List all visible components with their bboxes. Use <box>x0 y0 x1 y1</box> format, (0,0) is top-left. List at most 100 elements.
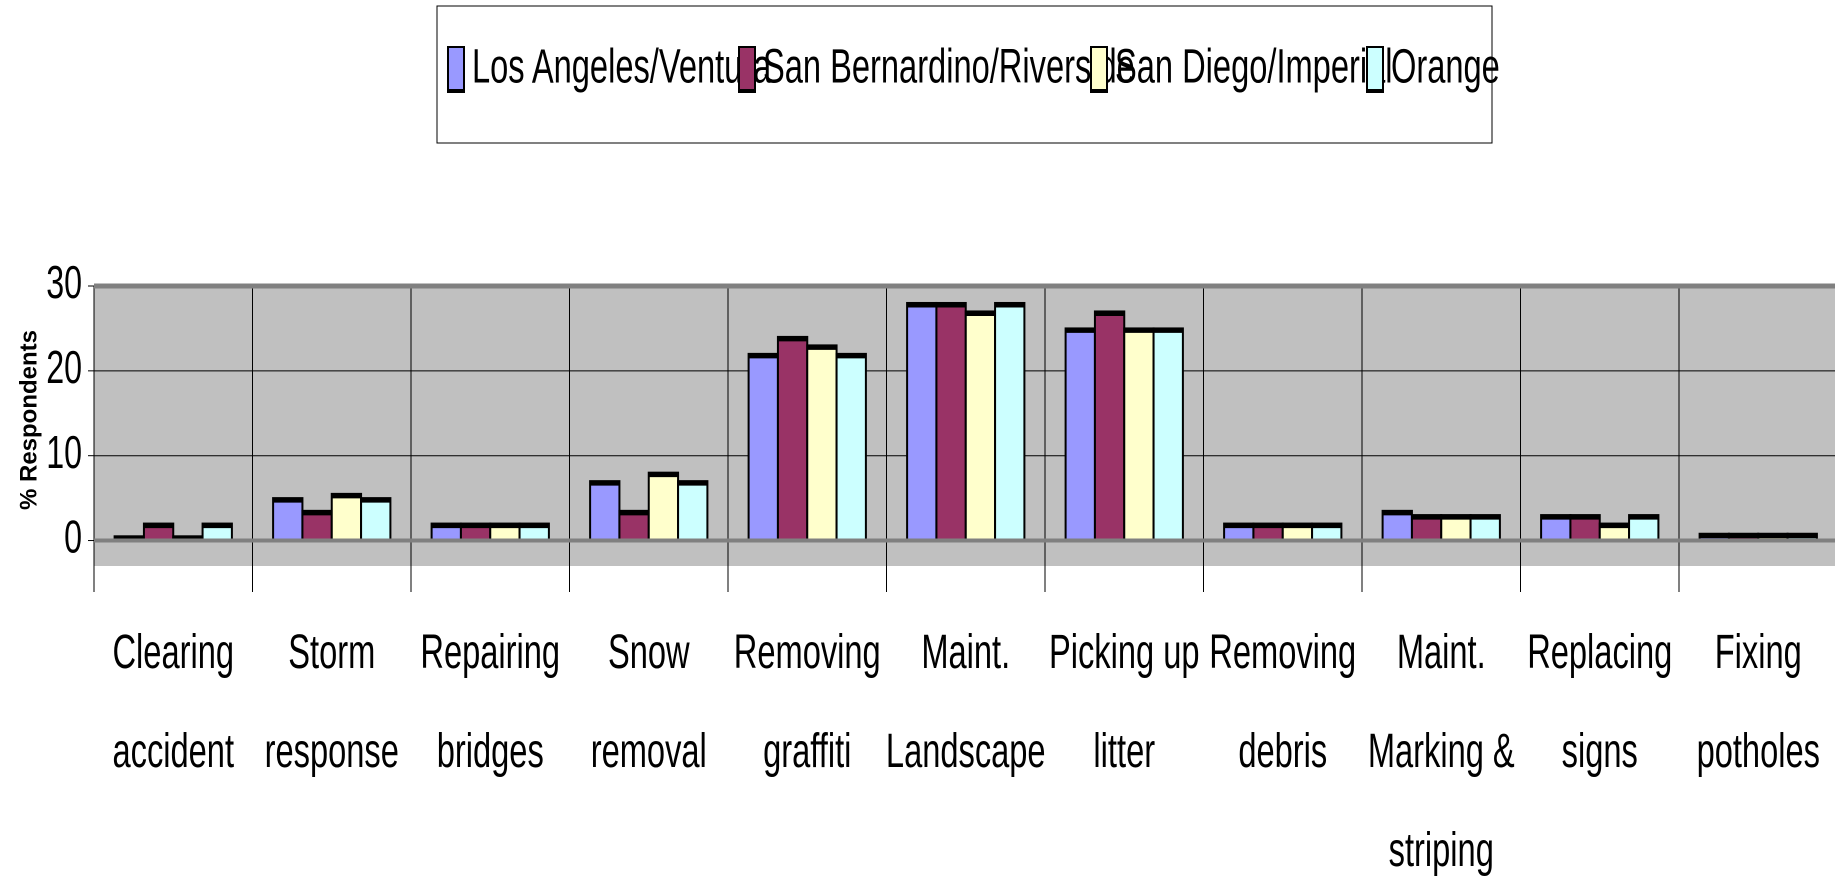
x-tick-label: Clearing accident <box>112 624 234 777</box>
bar-group <box>1628 514 1660 542</box>
x-tick-label: Maint. Marking & striping <box>1368 624 1515 876</box>
bar-group <box>1152 327 1184 542</box>
bar <box>994 301 1026 542</box>
bar <box>906 301 938 542</box>
label-line: Fixing <box>1715 624 1802 678</box>
bar-group <box>677 480 709 542</box>
y-tick-label: 20 <box>46 342 82 393</box>
y-axis-label: % Respondents <box>15 330 42 510</box>
label-line: graffiti <box>763 723 851 777</box>
x-tick-label: Repairing bridges <box>420 624 560 777</box>
legend-box <box>436 5 1493 144</box>
bar <box>964 310 997 542</box>
bar <box>1093 310 1126 542</box>
label-line: Maint. <box>921 624 1010 678</box>
bar <box>360 497 392 542</box>
label-line: potholes <box>1697 723 1820 777</box>
bar <box>647 471 680 542</box>
bar <box>330 492 363 542</box>
x-tick-label: Removing graffiti <box>734 624 881 777</box>
label-line: Storm <box>288 624 375 678</box>
bar <box>1064 327 1096 542</box>
bar-group <box>647 471 680 542</box>
bar-group <box>1440 514 1472 542</box>
x-tick-label: Maint. Landscape <box>886 624 1046 777</box>
label-line: Replacing <box>1527 624 1672 678</box>
bar <box>272 497 304 542</box>
legend-label: San Diego/Imperial <box>1115 39 1392 93</box>
bar-group <box>459 522 492 542</box>
bar <box>1123 327 1155 542</box>
label-line: Repairing <box>420 624 560 678</box>
bar-group <box>489 522 521 542</box>
label-line: removal <box>591 723 707 777</box>
bar-group <box>747 352 779 542</box>
label-line: signs <box>1562 723 1638 777</box>
label-line: litter <box>1093 723 1155 777</box>
bar <box>677 480 709 542</box>
bar-group <box>835 352 867 542</box>
legend-swatch <box>1366 46 1384 93</box>
bar-group <box>518 522 550 542</box>
label-line: Landscape <box>886 723 1046 777</box>
bar-group <box>1281 522 1314 542</box>
bar-group <box>301 509 333 542</box>
bar-group <box>906 301 938 542</box>
bar-group <box>964 310 997 542</box>
label-line: response <box>265 723 399 777</box>
label-line: Removing <box>1209 624 1356 678</box>
x-tick-label: Fixing potholes <box>1697 624 1820 777</box>
bar-group <box>1569 514 1601 542</box>
x-tick-label: Removing debris <box>1209 624 1356 777</box>
bar-group <box>618 509 650 542</box>
bar <box>806 344 838 542</box>
label-line: accident <box>112 723 234 777</box>
x-tick-label: Picking up litter <box>1049 624 1200 777</box>
bar <box>747 352 779 542</box>
label-line: Snow <box>608 624 690 678</box>
bar-group <box>1598 522 1631 542</box>
bar-group <box>1093 310 1126 542</box>
bar-group <box>330 492 363 542</box>
bar-group <box>1064 327 1096 542</box>
bar-group <box>994 301 1026 542</box>
bar <box>835 352 867 542</box>
x-tick-label: Snow removal <box>591 624 707 777</box>
bar <box>589 480 621 542</box>
bar-group <box>142 522 175 542</box>
label-line: bridges <box>437 723 544 777</box>
bar-group <box>430 522 462 542</box>
bar <box>1152 327 1184 542</box>
bar-group <box>1469 514 1501 542</box>
bar <box>776 335 809 542</box>
bar-group <box>589 480 621 542</box>
bar-group <box>776 335 809 542</box>
label-line: Removing <box>734 624 881 678</box>
label-line: Maint. <box>1397 624 1486 678</box>
bar-group <box>360 497 392 542</box>
x-tick-label: Replacing signs <box>1527 624 1672 777</box>
label-line: Clearing <box>112 624 234 678</box>
y-tick-label: 0 <box>64 512 82 563</box>
legend-swatch <box>447 46 465 93</box>
legend-swatch <box>1090 46 1108 93</box>
bar-group <box>1252 522 1284 542</box>
y-tick-label: 10 <box>46 427 82 478</box>
bar-group <box>1223 522 1255 542</box>
bar-group <box>935 301 967 542</box>
bar-group <box>201 522 233 542</box>
bar-group <box>1540 514 1572 542</box>
bar-group <box>1410 514 1443 542</box>
label-line: Picking up <box>1049 624 1200 678</box>
bar-group <box>272 497 304 542</box>
bar-group <box>806 344 838 542</box>
bar-group <box>1381 509 1413 542</box>
label-line: Marking & <box>1368 723 1515 777</box>
label-line: striping <box>1389 822 1494 876</box>
legend-label: Orange <box>1391 39 1500 93</box>
y-tick-label: 30 <box>46 258 82 309</box>
bar-group <box>1311 522 1343 542</box>
legend-label: Los Angeles/Ventura <box>472 39 771 93</box>
bar-group <box>1123 327 1155 542</box>
